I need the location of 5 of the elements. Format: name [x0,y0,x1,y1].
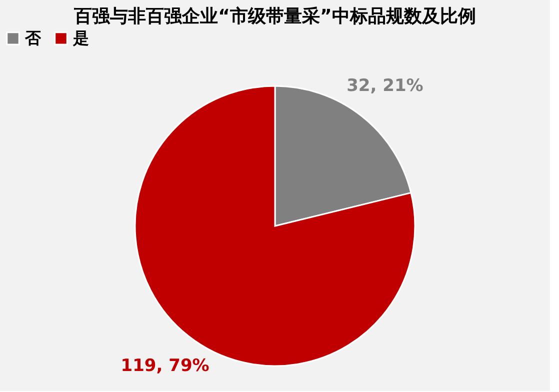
chart-title: 百强与非百强企业“市级带量采”中标品规数及比例 [73,6,476,27]
data-label: 119, 79% [120,356,210,376]
data-label: 32, 21% [346,76,424,96]
legend-label: 是 [72,28,89,48]
legend-label: 否 [24,28,42,48]
